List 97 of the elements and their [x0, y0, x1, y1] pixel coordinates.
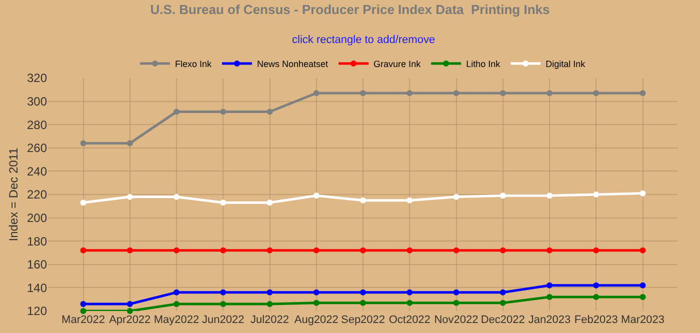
point [174, 301, 180, 308]
point [546, 90, 552, 96]
point [593, 192, 600, 198]
y-tick-label: 120 [26, 304, 48, 318]
chart-subtitle: click rectangle to add/remove [292, 34, 436, 46]
y-tick-label: 200 [26, 211, 48, 225]
y-tick-label: 220 [26, 188, 48, 202]
point [126, 140, 133, 146]
point [360, 300, 366, 306]
point [453, 247, 460, 254]
point [640, 90, 646, 96]
x-tick-label: Mar2022 [62, 314, 105, 326]
point [406, 247, 413, 254]
point [500, 289, 506, 296]
y-tick-label: 240 [26, 164, 48, 178]
legend-label: Gravure Ink [374, 59, 422, 70]
point [593, 90, 600, 96]
point [126, 308, 133, 314]
point [360, 197, 366, 204]
point [500, 192, 506, 199]
point [640, 294, 646, 300]
point [174, 247, 180, 254]
point [546, 294, 552, 300]
point [546, 247, 552, 254]
y-tick-label: 160 [26, 258, 48, 272]
y-axis-title: Index = Dec 2011 [6, 147, 20, 242]
x-tick-label: Jun2022 [202, 314, 244, 326]
legend-label: Flexo Ink [175, 59, 212, 70]
x-tick-label: Nov2022 [434, 314, 478, 326]
point [80, 308, 86, 314]
point [453, 300, 460, 306]
point [220, 301, 226, 308]
x-tick-label: Aug2022 [294, 314, 338, 326]
point [593, 294, 600, 300]
point [360, 289, 366, 296]
point [406, 90, 413, 96]
point [593, 282, 600, 288]
y-tick-label: 300 [26, 94, 48, 108]
point [313, 247, 320, 254]
point [266, 247, 273, 254]
legend-label: Litho Ink [466, 59, 501, 70]
x-tick-label: Jan2023 [528, 314, 571, 326]
point [313, 90, 320, 96]
x-tick-label: Feb2023 [574, 314, 618, 326]
point [126, 194, 133, 200]
y-tick-label: 180 [26, 234, 48, 248]
point [313, 300, 320, 306]
point [80, 247, 86, 254]
x-tick-label: May2022 [154, 314, 200, 326]
y-tick-label: 280 [26, 118, 48, 132]
point [80, 140, 86, 146]
point [406, 197, 413, 204]
point [174, 289, 180, 296]
point [360, 90, 366, 96]
point [640, 247, 646, 254]
point [406, 289, 413, 296]
point [406, 300, 413, 306]
point [220, 200, 226, 206]
y-tick-label: 140 [26, 280, 48, 295]
point [266, 108, 273, 115]
point [640, 282, 646, 288]
point [500, 247, 506, 254]
x-tick-label: Apr2022 [109, 314, 151, 326]
point [266, 289, 273, 296]
point [174, 108, 180, 115]
chart-title: U.S. Bureau of Census - Producer Price Index Data Printing Inks [150, 2, 550, 18]
point [546, 282, 552, 288]
x-tick-label: Mar2023 [621, 314, 664, 326]
point [220, 247, 226, 254]
point [80, 301, 86, 308]
x-tick-label: Dec2022 [480, 314, 525, 326]
point [640, 190, 646, 196]
point [220, 108, 226, 115]
point [453, 289, 460, 296]
point [500, 300, 506, 306]
point [126, 301, 133, 308]
legend-label: News Nonheatset [257, 59, 329, 70]
point [453, 90, 460, 96]
x-tick-label: Sep2022 [340, 314, 386, 326]
point [174, 194, 180, 200]
point [546, 192, 552, 199]
point [266, 200, 273, 206]
point [593, 247, 600, 254]
point [500, 90, 506, 96]
point [266, 301, 273, 308]
legend-label: Digital Ink [546, 59, 586, 70]
x-tick-label: Jul2022 [250, 314, 290, 326]
point [220, 289, 226, 296]
point [313, 289, 320, 296]
point [360, 247, 366, 254]
x-tick-label: Oct2022 [388, 314, 430, 326]
point [126, 247, 133, 254]
point [313, 192, 320, 199]
point [80, 200, 86, 206]
y-tick-label: 320 [26, 71, 48, 86]
y-tick-label: 260 [26, 141, 48, 156]
point [453, 194, 460, 200]
